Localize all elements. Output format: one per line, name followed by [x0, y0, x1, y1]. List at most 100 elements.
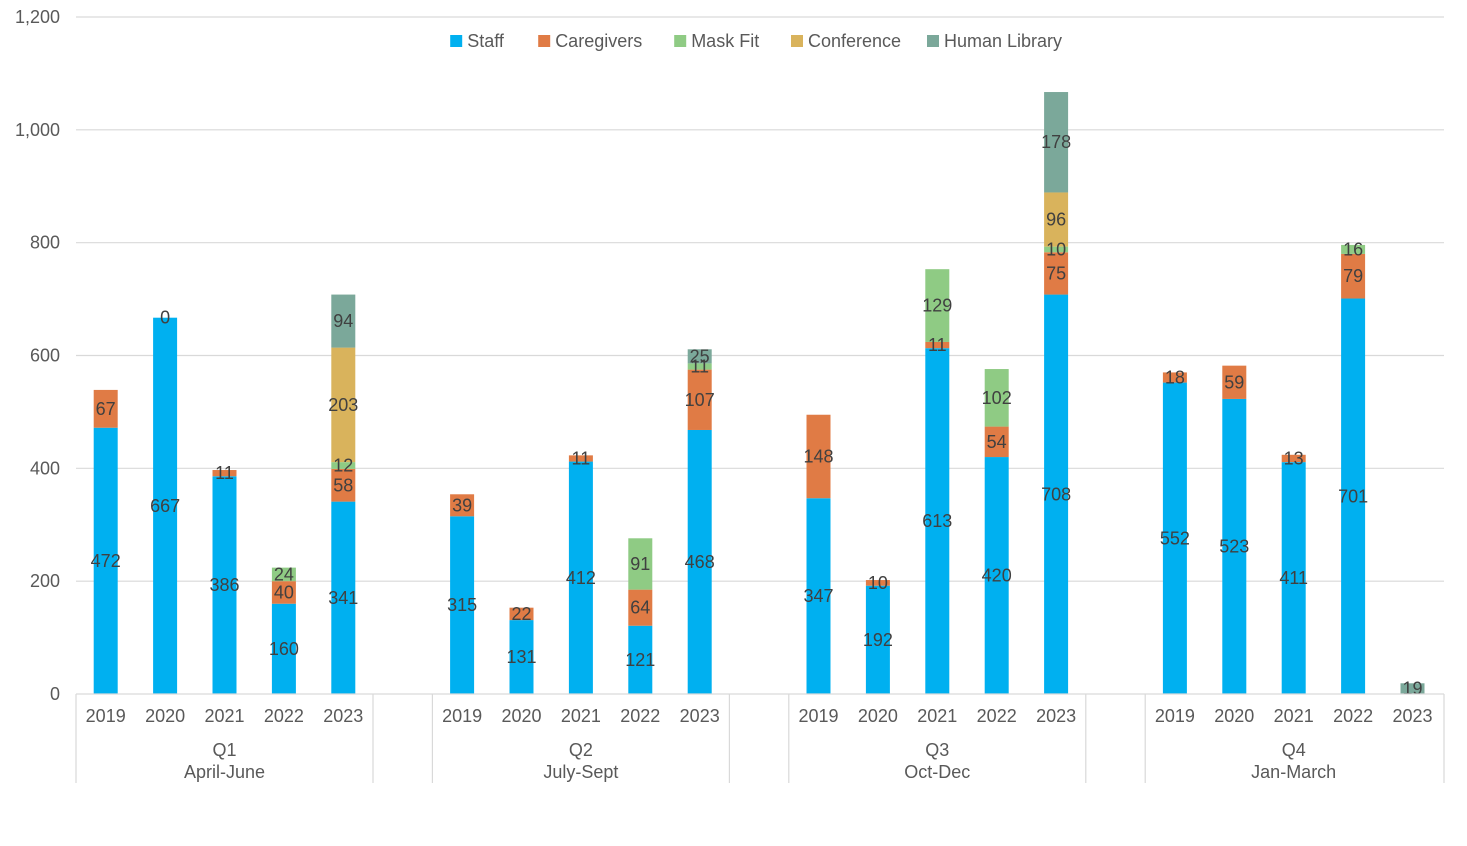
bar-segment — [865, 580, 890, 586]
bar-segment — [1400, 683, 1425, 694]
bar-segment — [271, 581, 296, 604]
data-label: 79 — [1343, 266, 1363, 286]
y-axis: 0 200 400 600 800 1,000 1,200 — [15, 7, 60, 704]
bar-segment — [687, 369, 712, 430]
period-label: April-June — [184, 762, 265, 782]
period-label: July-Sept — [543, 762, 618, 782]
bar-segment — [331, 501, 356, 694]
x-tick-label: 2022 — [620, 706, 660, 726]
data-label: 10 — [868, 573, 888, 593]
x-tick-label: 2021 — [1274, 706, 1314, 726]
data-label: 0 — [160, 308, 170, 328]
bar-segment — [450, 494, 475, 517]
x-tick-label: 2020 — [1214, 706, 1254, 726]
bar-segment — [1281, 454, 1306, 463]
x-tick-label: 2020 — [858, 706, 898, 726]
data-label: 11 — [215, 463, 234, 483]
x-tick-label: 2021 — [561, 706, 601, 726]
legend-item: Staff — [450, 31, 505, 51]
data-label: 25 — [690, 346, 710, 366]
bar-segment — [331, 294, 356, 348]
bar-segment — [271, 567, 296, 582]
legend-swatch — [927, 35, 939, 47]
data-label: 347 — [803, 586, 833, 606]
x-tick-label: 2023 — [323, 706, 363, 726]
period-label: Jan-March — [1251, 762, 1336, 782]
x-tick-label: 2023 — [1036, 706, 1076, 726]
data-label: 54 — [987, 432, 1007, 452]
bar-segment — [1341, 298, 1366, 694]
x-tick-label: 2022 — [1333, 706, 1373, 726]
data-label: 102 — [982, 388, 1012, 408]
legend-label: Staff — [467, 31, 505, 51]
legend-swatch — [674, 35, 687, 47]
legend-label: Conference — [808, 31, 901, 51]
bar-segment — [1044, 294, 1069, 694]
bar-segment — [687, 429, 712, 694]
data-label: 22 — [511, 604, 531, 624]
bar-segment — [1281, 462, 1306, 694]
data-label: 18 — [1165, 368, 1185, 388]
bar-segment — [1162, 382, 1187, 694]
data-label: 24 — [274, 564, 294, 584]
bar-segment — [1044, 246, 1069, 253]
data-label: 192 — [863, 630, 893, 650]
x-tick-label: 2021 — [204, 706, 244, 726]
legend-label: Caregivers — [555, 31, 642, 51]
y-tick-label: 600 — [30, 346, 60, 366]
quarter-label: Q1 — [212, 740, 236, 760]
data-label: 39 — [452, 495, 472, 515]
y-tick-label: 400 — [30, 458, 60, 478]
bar-segment — [925, 348, 950, 694]
bar-segment — [212, 476, 237, 694]
y-tick-label: 1,200 — [15, 7, 60, 27]
bar-segment — [568, 461, 593, 694]
data-label: 701 — [1338, 486, 1368, 506]
data-label: 10 — [1046, 239, 1066, 259]
legend: Staff Caregivers Mask Fit Conference Human L… — [450, 31, 1062, 51]
x-tick-label: 2019 — [798, 706, 838, 726]
bar-segment — [984, 369, 1009, 427]
period-label: Oct-Dec — [904, 762, 970, 782]
data-label: 613 — [922, 511, 952, 531]
data-label: 91 — [630, 554, 650, 574]
legend-label: Mask Fit — [691, 31, 759, 51]
legend-item: Mask Fit — [674, 31, 759, 51]
data-label: 75 — [1046, 263, 1066, 283]
data-label: 94 — [333, 311, 353, 331]
x-tick-label: 2021 — [917, 706, 957, 726]
bar-segment — [925, 269, 950, 342]
data-label: 40 — [274, 582, 294, 602]
bars — [93, 92, 1425, 694]
x-tick-label: 2019 — [1155, 706, 1195, 726]
bar-segment — [1341, 253, 1366, 299]
bar-segment — [1162, 372, 1187, 383]
bar-segment — [568, 455, 593, 462]
data-label: 121 — [625, 650, 655, 670]
legend-label: Human Library — [944, 31, 1062, 51]
y-tick-label: 1,000 — [15, 120, 60, 140]
quarter-label: Q2 — [569, 740, 593, 760]
data-label: 96 — [1046, 210, 1066, 230]
bar-segment — [687, 349, 712, 364]
data-label: 129 — [922, 296, 952, 316]
bar-segment — [1044, 252, 1069, 295]
data-label: 552 — [1160, 528, 1190, 548]
legend-swatch — [538, 35, 551, 47]
bar-segment — [925, 341, 950, 349]
data-label: 472 — [91, 551, 121, 571]
data-label: 59 — [1224, 372, 1244, 392]
bar-segment — [153, 317, 178, 694]
data-label: 58 — [333, 475, 353, 495]
bar-segment — [865, 585, 890, 694]
bar-segment — [628, 625, 653, 694]
x-tick-label: 2022 — [264, 706, 304, 726]
data-label: 67 — [96, 399, 116, 419]
data-label: 11 — [572, 448, 591, 468]
bar-segment — [628, 538, 653, 590]
data-label: 386 — [209, 575, 239, 595]
bar-segment — [984, 426, 1009, 458]
data-label: 148 — [803, 446, 833, 466]
